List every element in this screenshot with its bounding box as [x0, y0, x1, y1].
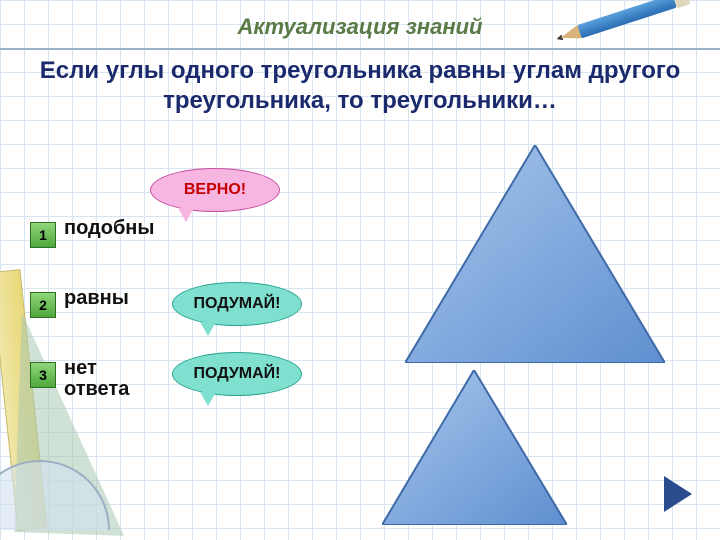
option-2-label: равны: [64, 288, 129, 309]
question-text: Если углы одного треугольника равны угла…: [30, 56, 690, 116]
feedback-think-2-tail: [200, 392, 216, 406]
feedback-think-1: ПОДУМАЙ!: [172, 282, 302, 326]
next-slide-button[interactable]: [664, 476, 692, 512]
option-1-button[interactable]: 1: [30, 222, 56, 248]
feedback-think-1-tail: [200, 322, 216, 336]
option-3-label: нет ответа: [64, 358, 154, 400]
feedback-correct-tail: [178, 208, 194, 222]
triangle-small: [382, 370, 567, 525]
option-1-label: подобны: [64, 218, 154, 239]
triangle-large: [405, 145, 665, 363]
option-3-button[interactable]: 3: [30, 362, 56, 388]
feedback-correct: ВЕРНО!: [150, 168, 280, 212]
feedback-think-2: ПОДУМАЙ!: [172, 352, 302, 396]
slide-title: Актуализация знаний: [0, 14, 720, 40]
option-2-button[interactable]: 2: [30, 292, 56, 318]
